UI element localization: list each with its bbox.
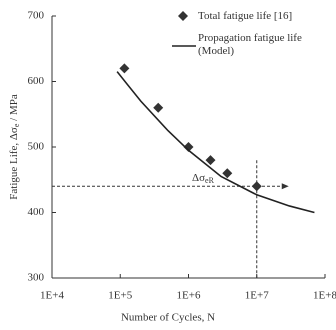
point (153, 102, 164, 113)
y-tick-label: 500 (28, 141, 45, 153)
legend-item: Total fatigue life [16] (172, 10, 322, 23)
y-tick-label: 300 (28, 272, 45, 284)
annotation: ΔσeR (192, 172, 215, 185)
x-tick-label: 1E+7 (245, 290, 269, 302)
point (222, 168, 233, 179)
x-tick-label: 1E+5 (108, 290, 132, 302)
y-axis-label: Fatigue Life, Δσe / MPa (8, 94, 21, 200)
legend-label: Propagation fatigue life (Model) (198, 32, 302, 57)
point (251, 181, 262, 192)
legend-symbol (172, 10, 198, 23)
x-tick-label: 1E+8 (313, 290, 336, 302)
x-axis-label: Number of Cycles, N (121, 312, 215, 324)
y-tick-label: 700 (28, 10, 45, 22)
x-tick-label: 1E+4 (40, 290, 64, 302)
y-tick-label: 600 (28, 75, 45, 87)
y-tick-label: 400 (28, 206, 45, 218)
point (119, 63, 130, 74)
line (116, 71, 315, 214)
x-tick-label: 1E+6 (177, 290, 201, 302)
point (183, 142, 194, 152)
legend-label: Total fatigue life [16] (198, 10, 293, 22)
point (205, 155, 216, 166)
legend-item: Propagation fatigue life (Model) (172, 32, 322, 58)
reference-arrow (281, 183, 289, 190)
legend: Total fatigue life [16] Propagation fatig… (172, 10, 322, 67)
legend-symbol (172, 32, 198, 47)
